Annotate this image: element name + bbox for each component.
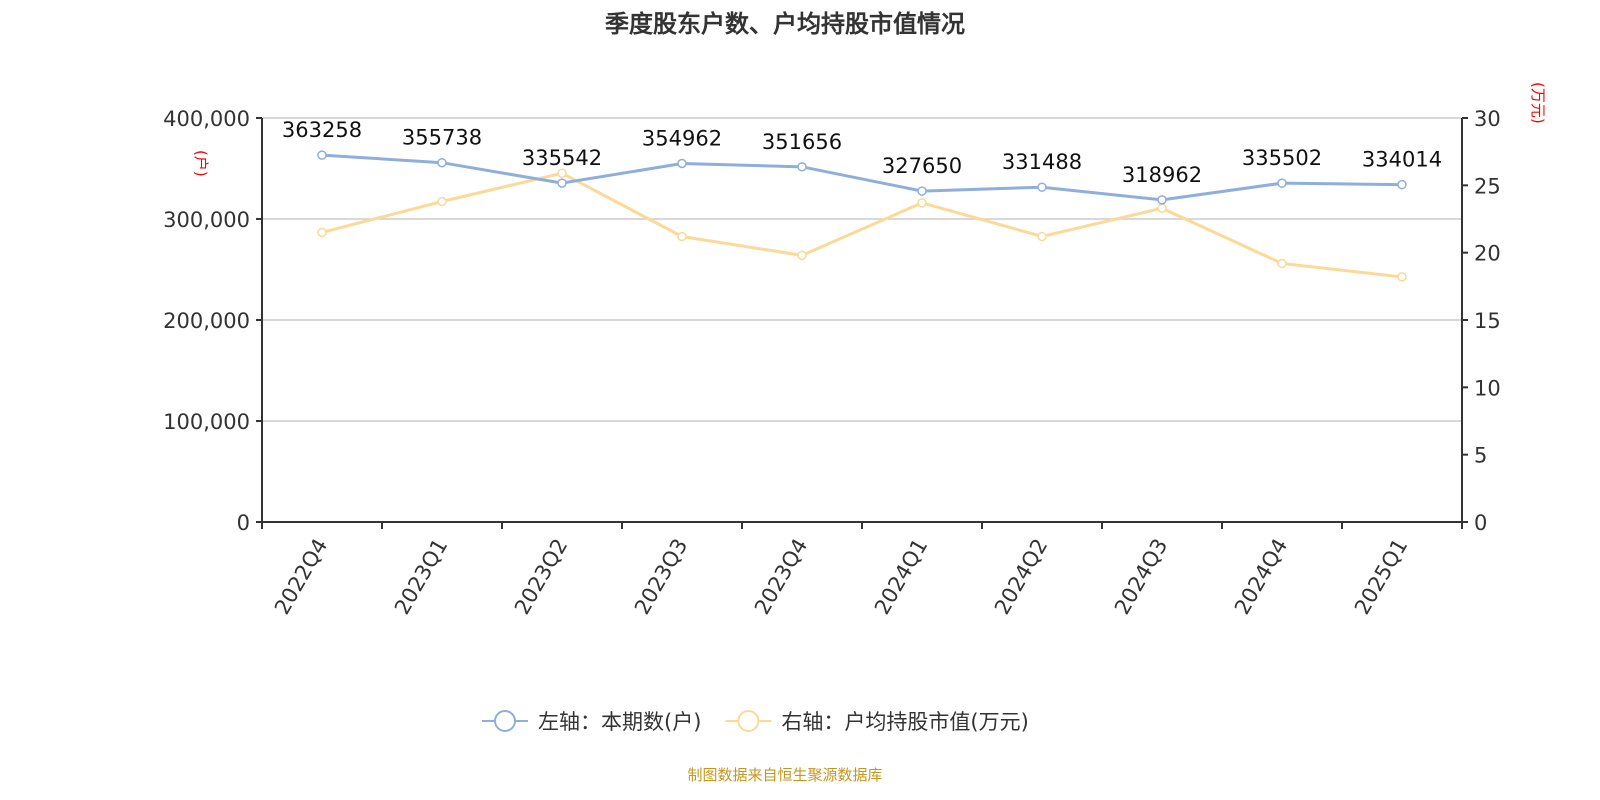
x-tick-label: 2025Q1 [1350, 535, 1412, 619]
data-point[interactable] [917, 186, 927, 196]
data-point[interactable] [437, 196, 447, 207]
data-point[interactable] [1037, 182, 1047, 192]
right-tick-label: 5 [1474, 444, 1487, 468]
data-label: 327650 [882, 154, 962, 178]
x-tick-label: 2024Q3 [1110, 535, 1172, 619]
legend-marker[interactable] [737, 710, 760, 732]
data-point[interactable] [437, 157, 447, 168]
data-point[interactable] [1277, 258, 1287, 269]
data-label: 354962 [642, 126, 722, 150]
data-point[interactable] [677, 231, 687, 242]
data-point[interactable] [797, 162, 807, 172]
data-point[interactable] [317, 227, 327, 238]
x-tick-label: 2023Q4 [750, 535, 812, 619]
legend-label[interactable]: 左轴：本期数(户) [538, 710, 701, 734]
right-tick-label: 0 [1474, 511, 1487, 535]
left-tick-label: 300,000 [163, 208, 250, 232]
right-axis-label: (万元) [1529, 82, 1547, 124]
data-label: 331488 [1002, 150, 1082, 174]
data-point[interactable] [1277, 178, 1287, 188]
left-tick-label: 200,000 [163, 309, 250, 333]
data-point[interactable] [557, 168, 567, 178]
data-label: 363258 [282, 118, 362, 142]
x-tick-label: 2024Q2 [990, 535, 1052, 619]
data-label: 334014 [1362, 148, 1442, 172]
right-tick-label: 15 [1474, 309, 1501, 333]
data-point[interactable] [677, 158, 687, 169]
data-label: 355738 [402, 126, 482, 150]
right-tick-label: 30 [1474, 107, 1501, 131]
data-point[interactable] [317, 150, 327, 160]
x-tick-label: 2023Q3 [630, 535, 692, 619]
data-point[interactable] [1157, 203, 1167, 213]
data-point[interactable] [1157, 195, 1167, 205]
series-line [321, 171, 1403, 279]
series-line [321, 153, 1403, 202]
data-label: 335502 [1242, 146, 1322, 170]
x-tick-label: 2022Q4 [270, 535, 332, 619]
right-tick-label: 20 [1474, 242, 1501, 266]
data-point[interactable] [917, 198, 927, 208]
left-axis-label: (户) [192, 150, 210, 177]
data-point[interactable] [557, 178, 567, 188]
data-point[interactable] [797, 250, 807, 261]
source-note: 制图数据来自恒生聚源数据库 [687, 766, 882, 784]
x-tick-label: 2023Q2 [510, 535, 572, 619]
x-tick-label: 2024Q1 [870, 535, 932, 619]
left-tick-label: 400,000 [163, 107, 250, 131]
legend-marker[interactable] [494, 710, 516, 732]
data-point[interactable] [1397, 272, 1407, 282]
right-tick-label: 10 [1474, 376, 1501, 400]
data-label: 351656 [762, 130, 842, 154]
left-tick-label: 0 [237, 511, 250, 535]
left-tick-label: 100,000 [163, 410, 250, 434]
data-label: 318962 [1122, 163, 1202, 187]
chart-title: 季度股东户数、户均持股市值情况 [605, 10, 965, 38]
x-tick-label: 2024Q4 [1230, 535, 1292, 619]
x-tick-label: 2023Q1 [390, 535, 452, 619]
legend-label[interactable]: 右轴：户均持股市值(万元) [781, 710, 1028, 734]
data-label: 335542 [522, 146, 602, 170]
right-tick-label: 25 [1474, 174, 1501, 198]
data-point[interactable] [1037, 231, 1047, 242]
data-point[interactable] [1397, 179, 1407, 190]
